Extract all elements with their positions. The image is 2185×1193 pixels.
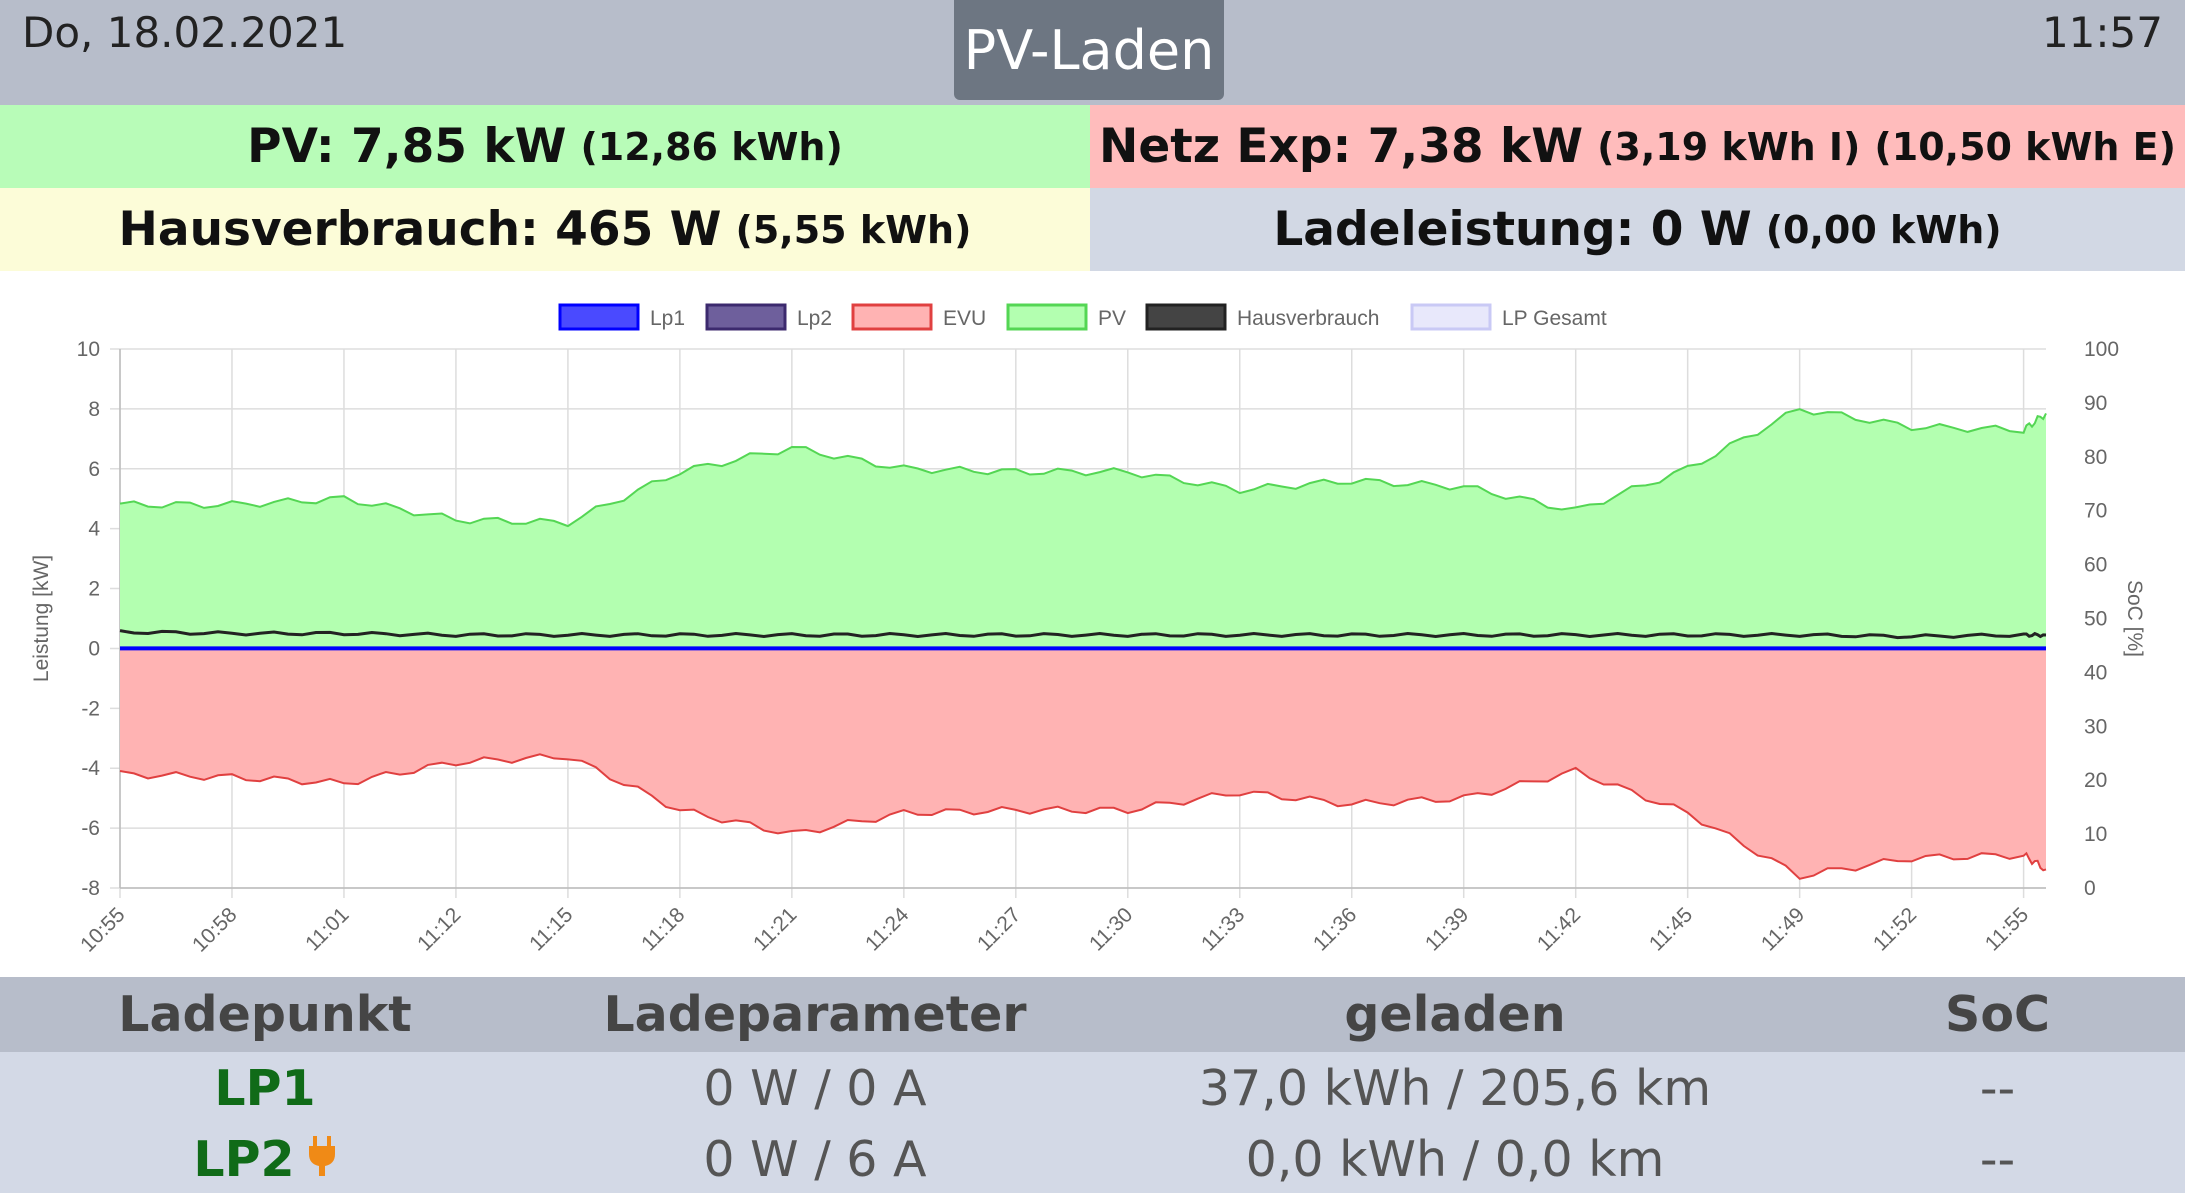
y-tick-label: 2 [88,578,100,601]
legend-swatch-lp1 [558,303,640,331]
evu-line [119,753,2047,880]
x-tick-label: 11:21 [749,903,801,955]
pv-power-panel: PV: 7,85 kW (12,86 kWh) [0,105,1090,188]
x-tick-label: 11:33 [1197,903,1249,955]
table-row-lp1[interactable]: LP1 0 W / 0 A 37,0 kWh / 205,6 km -- [0,1052,2185,1125]
x-tick-label: 11:49 [1757,903,1809,955]
y2-tick-label: 80 [2084,446,2107,469]
y2-tick-label: 0 [2084,877,2096,900]
legend-swatch-evu [851,303,933,331]
x-tick-label: 11:15 [525,903,577,955]
legend-label-lp2: Lp2 [797,307,832,330]
x-tick-label: 11:36 [1309,903,1361,955]
y-tick-label: 4 [88,518,100,541]
hausverbrauch-line [119,629,2047,640]
legend-swatch-lp2 [705,303,787,331]
y-tick-label: 10 [77,338,100,361]
x-tick-label: 11:42 [1533,903,1585,955]
y-tick-label: -4 [81,757,100,780]
legend-label-lp-gesamt: LP Gesamt [1502,307,1607,330]
y-tick-label: -2 [81,697,100,720]
y2-axis-title: SoC [%] [2123,580,2146,657]
header-ladeparameter: Ladeparameter [603,986,1027,1043]
soc-value: -- [1979,1060,2016,1117]
x-tick-label: 11:52 [1869,903,1921,955]
y2-tick-label: 50 [2084,608,2107,631]
time-display: 11:57 [2041,8,2163,57]
chargepoint-name[interactable]: LP2 [0,1125,530,1193]
chargepoint-label[interactable]: LP1 [214,1060,316,1117]
y2-tick-label: 30 [2084,715,2107,738]
chargepoint-table-header: Ladepunkt Ladeparameter geladen SoC [0,977,2185,1052]
charge-parameters: 0 W / 0 A [703,1060,927,1117]
pv-area [120,409,2046,649]
y-axis-title: Leistung [kW] [30,555,53,682]
x-tick-label: 11:45 [1645,903,1697,955]
pv-power-value: PV: 7,85 kW [247,119,567,174]
grid-power-panel: Netz Exp: 7,38 kW (3,19 kWh I) (10,50 kW… [1090,105,2185,188]
y2-tick-label: 40 [2084,661,2107,684]
top-bar: Do, 18.02.2021 PV-Laden 11:57 [0,0,2185,105]
y-tick-label: 6 [88,458,100,481]
y2-tick-label: 10 [2084,823,2107,846]
table-row-lp2[interactable]: LP2 0 W / 6 A 0,0 kWh / 0,0 km -- [0,1125,2185,1193]
legend-label-hausverbrauch: Hausverbrauch [1237,307,1379,330]
x-tick-label: 10:55 [76,903,129,956]
header-ladepunkt: Ladepunkt [118,986,412,1043]
y-tick-label: -6 [81,817,100,840]
y2-tick-label: 100 [2084,338,2119,361]
legend-label-evu: EVU [943,307,986,330]
grid-power-value: Netz Exp: 7,38 kW [1099,119,1584,174]
legend-swatch-lp-gesamt [1410,303,1492,331]
charged-energy: 37,0 kWh / 205,6 km [1198,1060,1712,1117]
chargepoint-label[interactable]: LP2 [193,1130,295,1188]
plug-icon [307,1131,337,1188]
x-tick-label: 10:58 [188,903,241,956]
charge-mode-button[interactable]: PV-Laden [954,0,1224,100]
pv-energy-value: (12,86 kWh) [580,124,843,169]
x-tick-label: 11:18 [637,903,689,955]
y2-tick-label: 90 [2084,392,2107,415]
x-tick-label: 11:55 [1981,903,2033,955]
pv-line [119,408,2047,528]
legend-swatch-hausverbrauch [1145,303,1227,331]
y2-tick-label: 70 [2084,500,2107,523]
soc-value: -- [1979,1130,2016,1188]
x-tick-label: 11:01 [301,903,353,955]
charging-power-panel: Ladeleistung: 0 W (0,00 kWh) [1090,188,2185,271]
legend-swatch-pv [1006,303,1088,331]
house-consumption-panel: Hausverbrauch: 465 W (5,55 kWh) [0,188,1090,271]
y-tick-label: 8 [88,398,100,421]
header-geladen: geladen [1344,986,1566,1043]
chargepoint-name[interactable]: LP1 [0,1052,530,1125]
grid-import-value: (3,19 kWh I) [1597,124,1861,169]
grid-export-value: (10,50 kWh E) [1874,124,2176,169]
legend-label-lp1: Lp1 [650,307,685,330]
charging-power-value: Ladeleistung: 0 W [1273,202,1752,257]
charging-energy-value: (0,00 kWh) [1765,207,2002,252]
x-tick-label: 11:24 [861,903,914,956]
header-soc: SoC [1945,986,2050,1043]
y2-tick-label: 20 [2084,769,2107,792]
y-tick-label: -8 [81,877,100,900]
house-consumption-value: Hausverbrauch: 465 W [118,202,722,257]
charged-energy: 0,0 kWh / 0,0 km [1245,1130,1665,1188]
x-tick-label: 11:12 [413,903,465,955]
power-chart[interactable]: 10 8 6 4 2 0 -2 -4 -6 -8 100 90 80 70 60 50 40 30 20 10 0 10:… [0,271,2185,977]
legend-label-pv: PV [1098,307,1126,330]
charge-parameters: 0 W / 6 A [703,1130,927,1188]
evu-area [120,648,2046,879]
x-tick-label: 11:30 [1085,903,1137,955]
y-tick-label: 0 [88,637,100,660]
x-tick-label: 11:27 [973,903,1025,955]
date-display: Do, 18.02.2021 [22,8,348,57]
house-energy-value: (5,55 kWh) [735,207,972,252]
y2-tick-label: 60 [2084,554,2107,577]
x-tick-label: 11:39 [1421,903,1473,955]
power-chart-svg: 1086420-2-4-6-8100908070605040302010010:… [30,303,2146,957]
